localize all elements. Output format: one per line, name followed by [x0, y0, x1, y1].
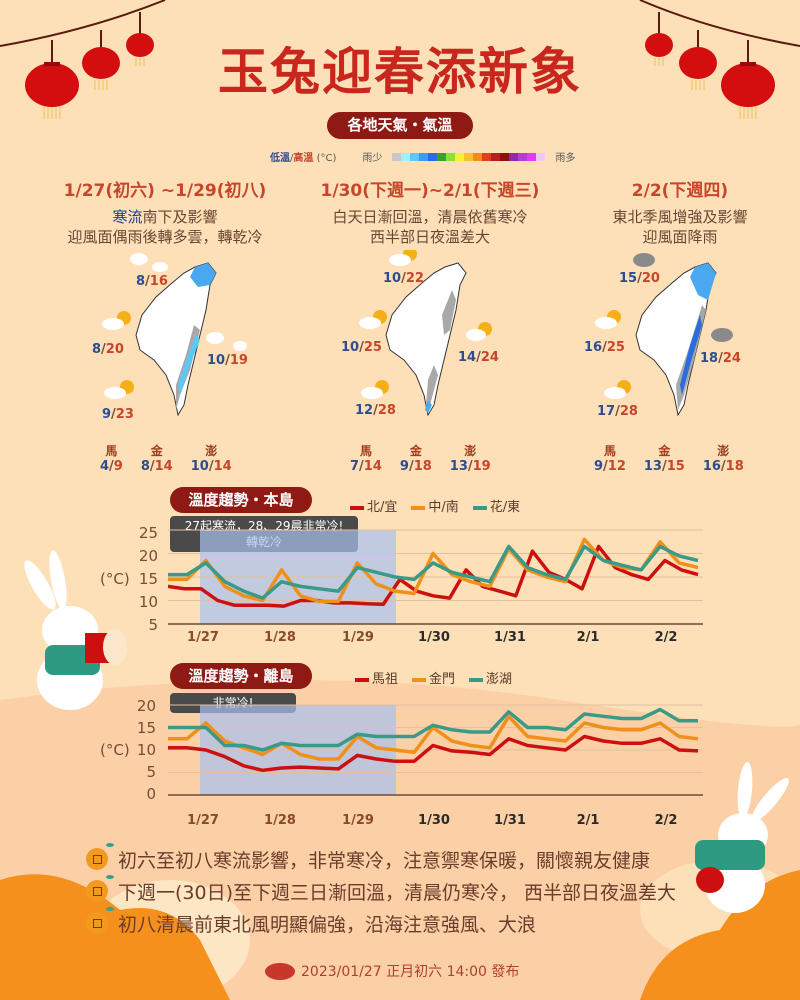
- legend-high-label: 高溫: [293, 153, 314, 164]
- list-item: 下週一(30日)至下週三日漸回溫，清晨仍寒冷， 西半部日夜溫差大: [86, 875, 676, 907]
- island-penghu: 澎 10/14: [190, 444, 232, 474]
- taiwan-maps: [135, 262, 717, 416]
- section-pill-weather: 各地天氣・氣溫: [327, 112, 473, 139]
- list-item: 初六至初八寒流影響，非常寒冷，注意禦寒保暖，關懷親友健康: [86, 843, 676, 875]
- chart-islands-yticks: 20 15 10 5 0: [136, 697, 156, 803]
- period-description: 寒流南下及影響 迎風面偶雨後轉多雲，轉乾冷: [67, 208, 263, 246]
- temp-south-2: 12/28: [355, 403, 396, 418]
- chart-islands-legend: 馬祖 金門 澎湖: [355, 668, 512, 687]
- island-kinmen: 金 8/14: [140, 444, 173, 474]
- x-tick-label: 2/1: [576, 813, 600, 828]
- period-heading: 2/2(下週四): [631, 181, 729, 201]
- temp-north-1: 8/16: [136, 274, 168, 289]
- island-penghu: 澎 13/19: [449, 444, 491, 474]
- period-heading: 1/27(初六) ~1/29(初八): [63, 181, 267, 201]
- key-points-list: 初六至初八寒流影響，非常寒冷，注意禦寒保暖，關懷親友健康 下週一(30日)至下週…: [86, 843, 676, 939]
- chart-islands-ylabel: (°C): [100, 741, 130, 759]
- temp-central-2: 10/25: [341, 340, 382, 355]
- page-title: 玉兔迎春添新象: [218, 43, 582, 101]
- x-tick-label: 2/2: [654, 813, 678, 828]
- orange-bullet-icon: [86, 907, 114, 934]
- temp-south-3: 17/28: [597, 404, 638, 419]
- x-tick-label: 1/29: [342, 630, 374, 645]
- footer: 2023/01/27 正月初六 14:00 發布: [265, 961, 519, 981]
- temp-east-1: 10/19: [207, 353, 248, 368]
- legend-rain-less: 雨少: [362, 153, 383, 164]
- x-tick-label: 1/31: [494, 630, 526, 645]
- period-3: 2/2(下週四) 東北季風增強及影響 迎風面降雨: [570, 176, 790, 247]
- x-tick-label: 1/31: [494, 813, 526, 828]
- x-tick-label: 1/27: [187, 813, 219, 828]
- x-tick-label: 1/30: [418, 813, 450, 828]
- chart-main-legend: 北/宜 中/南 花/東: [350, 496, 520, 515]
- lanterns-decoration: [0, 0, 800, 119]
- island-kinmen: 金 9/18: [399, 444, 432, 474]
- chart-islands-plot: [168, 704, 703, 796]
- period-2: 1/30(下週一)~2/1(下週三) 白天日漸回溫，清晨依舊寒冷 西半部日夜溫差大: [295, 176, 565, 247]
- publish-time: 2023/01/27 正月初六 14:00 發布: [301, 964, 520, 980]
- x-tick-label: 1/28: [264, 813, 296, 828]
- orange-bullet-icon: [86, 875, 114, 902]
- island-penghu: 澎 16/18: [702, 444, 744, 474]
- taiwan-map-3: [635, 262, 717, 416]
- x-tick-label: 1/28: [264, 630, 296, 645]
- temp-south-1: 9/23: [102, 407, 134, 422]
- x-tick-label: 2/2: [654, 630, 678, 645]
- period-description: 白天日漸回溫，清晨依舊寒冷 西半部日夜溫差大: [332, 208, 528, 246]
- taiwan-map-1: [135, 262, 217, 416]
- temp-north-2: 10/22: [383, 271, 424, 286]
- x-tick-label: 2/1: [576, 630, 600, 645]
- chart-main-plot: [168, 529, 703, 625]
- island-matsu: 馬 4/9: [100, 444, 123, 474]
- lantern-icon: [25, 12, 775, 119]
- period-1: 1/27(初六) ~1/29(初八) 寒流南下及影響 迎風面偶雨後轉多雲，轉乾冷: [40, 176, 290, 247]
- islands-2: 馬 7/14 金 9/18 澎 13/19: [350, 442, 491, 474]
- rain-color-scale: [392, 152, 546, 161]
- x-tick-label: 1/29: [342, 813, 374, 828]
- chart-main-ylabel: (°C): [100, 570, 130, 588]
- island-matsu: 馬 7/14: [350, 444, 382, 474]
- temp-central-1: 8/20: [92, 342, 124, 357]
- chart-main-xticks: 1/27 1/28 1/29 1/30 1/31 2/1 2/2: [168, 630, 703, 648]
- island-kinmen: 金 13/15: [643, 444, 685, 474]
- temp-east-3: 18/24: [700, 351, 741, 366]
- chart-islands-title: 溫度趨勢・離島: [170, 663, 312, 689]
- temp-east-2: 14/24: [458, 350, 499, 365]
- rabbit-right-illustration: [695, 762, 789, 913]
- island-matsu: 馬 9/12: [594, 444, 626, 474]
- temp-north-3: 15/20: [619, 271, 660, 286]
- islands-1: 馬 4/9 金 8/14 澎 10/14: [100, 442, 232, 474]
- chart-main-yticks: 25 20 15 10 5: [138, 524, 158, 634]
- list-item: 初八清晨前東北風明顯偏強，沿海注意強風、大浪: [86, 907, 676, 939]
- legend-rain-more: 雨多: [555, 153, 576, 164]
- weather-icons: [102, 250, 733, 399]
- period-heading: 1/30(下週一)~2/1(下週三): [320, 181, 540, 201]
- chart-main-title: 溫度趨勢・本島: [170, 487, 312, 513]
- x-tick-label: 1/27: [187, 630, 219, 645]
- legend-low-label: 低溫: [270, 153, 290, 164]
- taiwan-map-2: [385, 262, 467, 416]
- temperature-rain-legend: 低溫/高溫 (°C) 雨少 雨多: [270, 149, 575, 164]
- rabbit-left-illustration: [24, 550, 127, 710]
- islands-3: 馬 9/12 金 13/15 澎 16/18: [594, 442, 744, 474]
- cwb-logo-icon: [265, 962, 295, 980]
- orange-bullet-icon: [86, 843, 114, 870]
- x-tick-label: 1/30: [418, 630, 450, 645]
- chart-islands-xticks: 1/27 1/28 1/29 1/30 1/31 2/1 2/2: [168, 813, 703, 831]
- temp-central-3: 16/25: [584, 340, 625, 355]
- period-description: 東北季風增強及影響 迎風面降雨: [612, 208, 748, 246]
